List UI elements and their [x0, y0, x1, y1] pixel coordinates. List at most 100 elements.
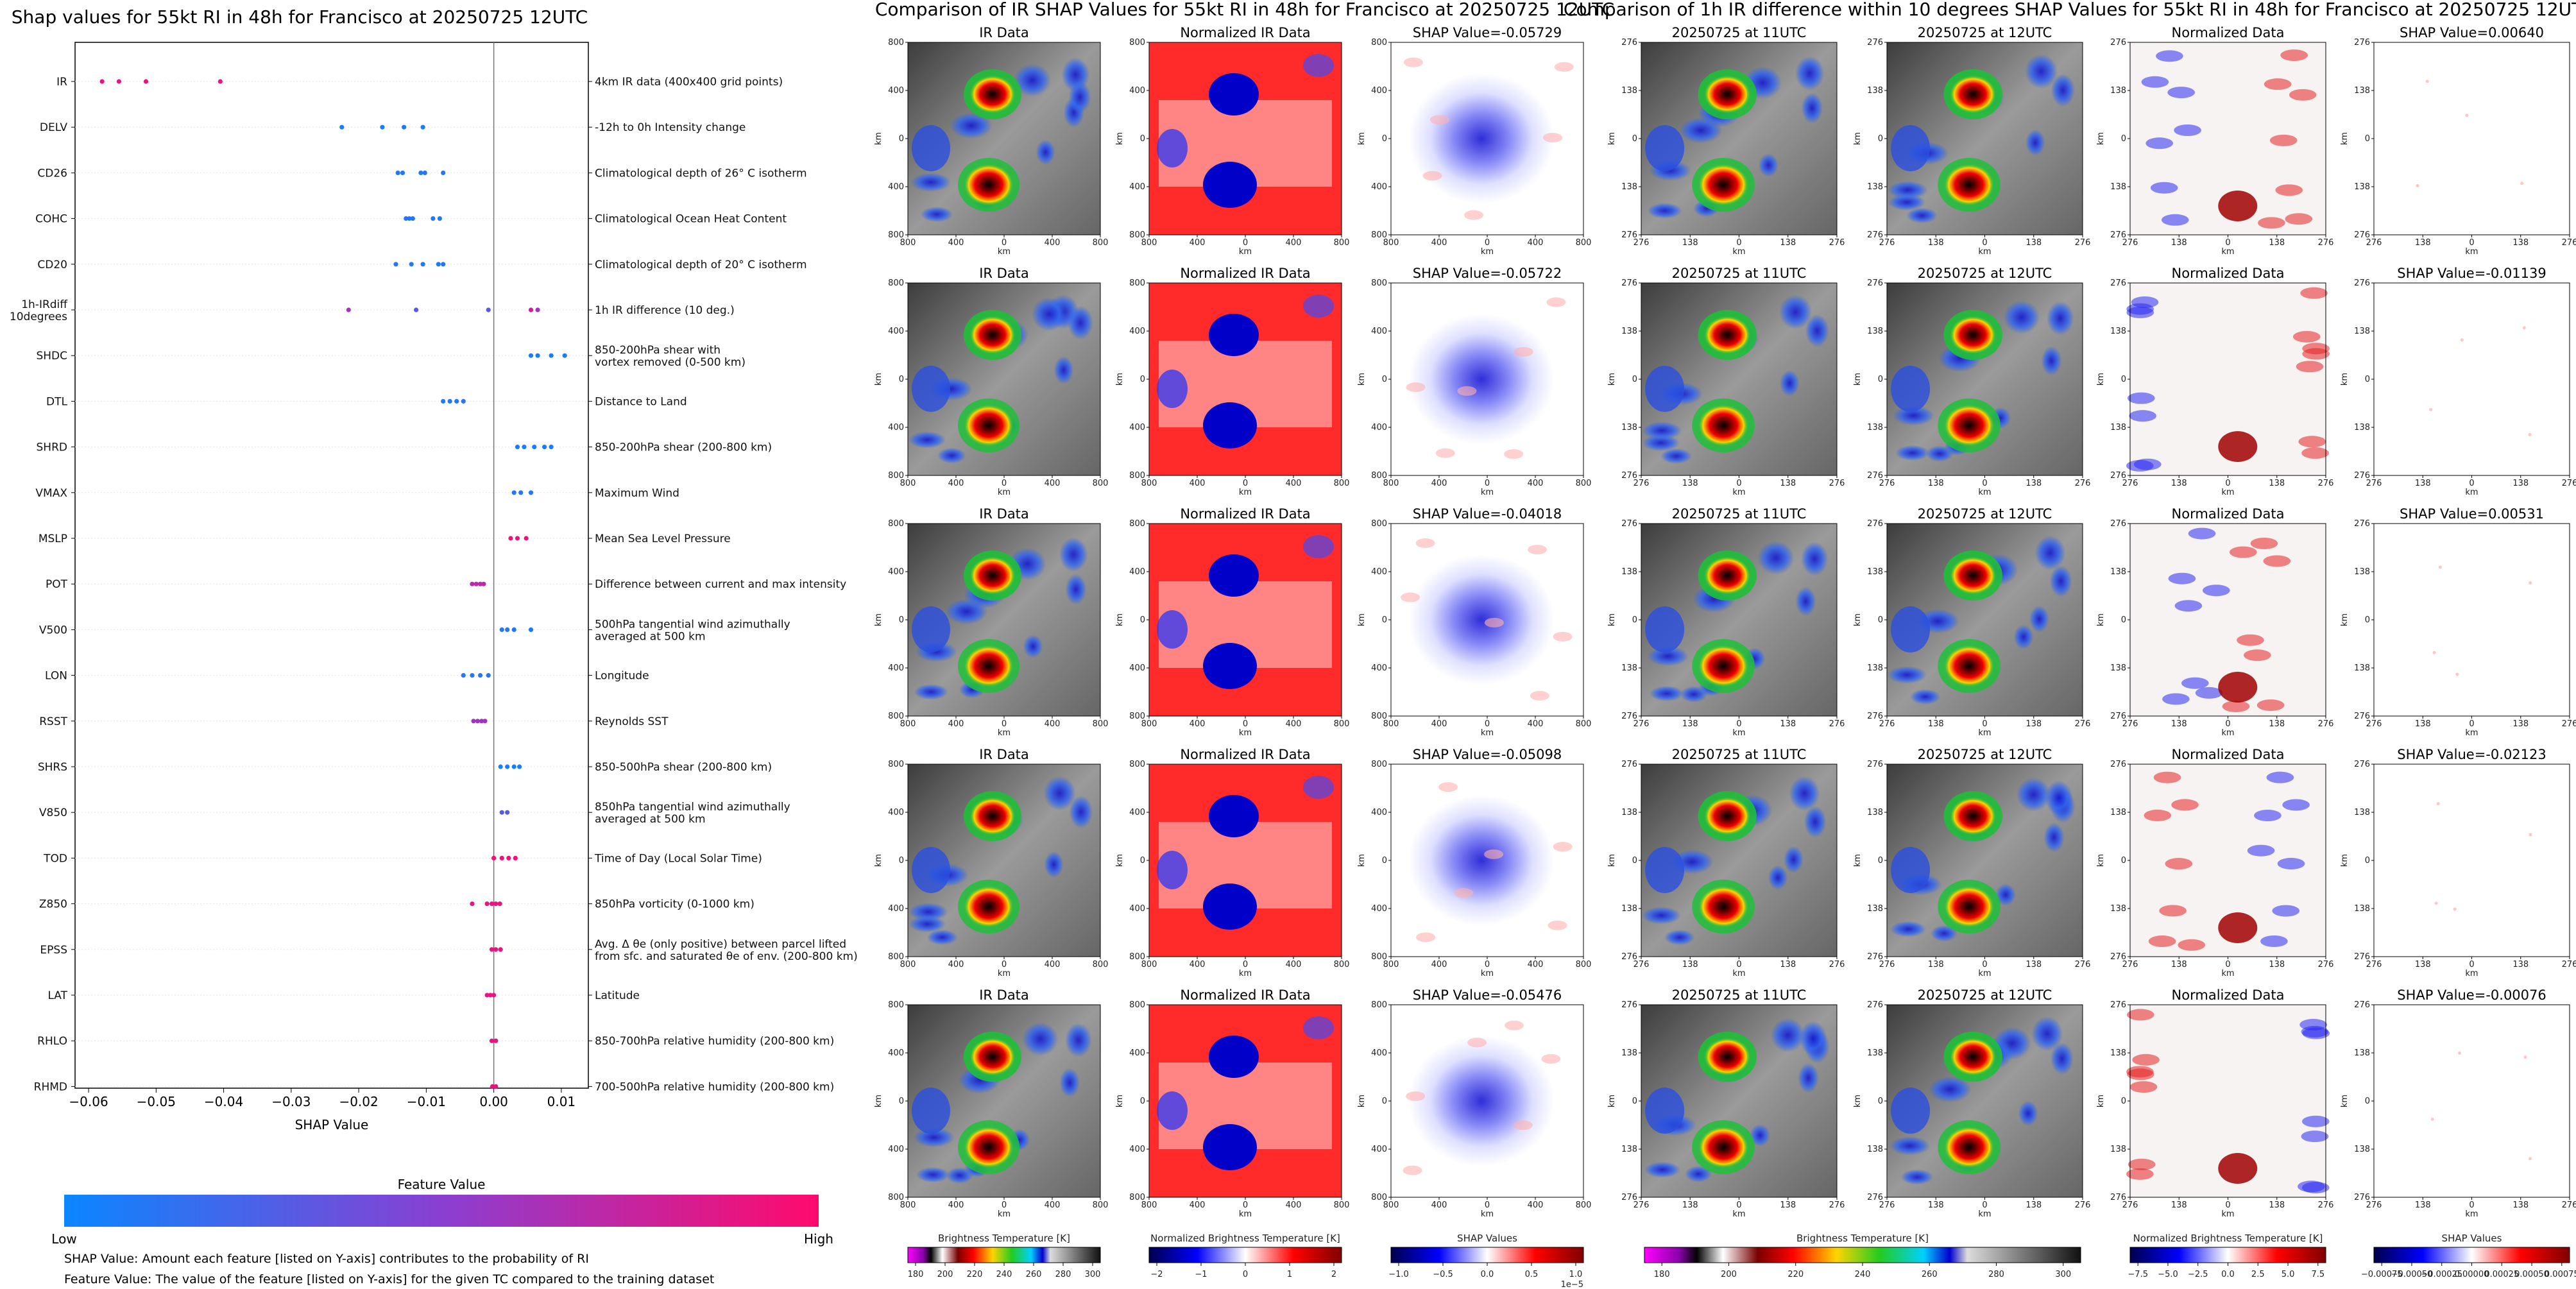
- feature-description: Longitude: [595, 670, 649, 683]
- colorbar-tick-label: 240: [1855, 1270, 1871, 1279]
- diff-shap-speck: [2529, 1157, 2532, 1161]
- y-tick-label: 138: [2354, 86, 2370, 96]
- y-tick-label: 800: [888, 1193, 904, 1202]
- colorbar: [2373, 1247, 2570, 1263]
- y-tick-label: 800: [1371, 1193, 1387, 1202]
- irdiff-panel: 20250725 at 12UTC27627613813800138138276…: [1853, 266, 2090, 497]
- shap-point: [461, 673, 466, 678]
- shap-positive-patch: [1548, 920, 1567, 930]
- y-axis-label: km: [1853, 1095, 1863, 1107]
- feature-label: SHRS: [38, 761, 67, 774]
- feature-description: Climatological depth of 26° C isotherm: [595, 167, 807, 180]
- y-tick-label: 800: [1371, 471, 1387, 481]
- panel-title: Normalized Data: [2172, 266, 2285, 281]
- y-tick-label: 400: [888, 808, 904, 817]
- diff-patch: [2202, 585, 2230, 597]
- feature-label: IR: [56, 76, 67, 89]
- x-tick-label: 276: [2075, 960, 2091, 969]
- shap-point: [518, 490, 524, 495]
- feature-label-line: SHDC: [36, 350, 67, 363]
- colorbar: [1390, 1247, 1584, 1263]
- cold-cloud: [1931, 925, 1958, 942]
- x-tick-label: 400: [1431, 479, 1447, 488]
- shap-point: [380, 124, 385, 130]
- cold-cloud: [1059, 1068, 1080, 1098]
- y-tick-label: 800: [1371, 712, 1387, 721]
- y-tick-label: 0: [1140, 615, 1145, 625]
- diff-shap-speck: [2428, 407, 2432, 411]
- x-tick-label: 800: [1141, 479, 1157, 488]
- storm-core: [1949, 556, 1997, 595]
- diff-patch: [2218, 431, 2258, 462]
- colorbar-tick-label: 180: [1654, 1270, 1670, 1279]
- shap-positive-patch: [1546, 297, 1566, 307]
- y-tick-label: 138: [1621, 86, 1637, 96]
- storm-core: [1943, 1126, 1995, 1168]
- diff-shap-speck: [2430, 1117, 2434, 1121]
- storm-core: [1943, 885, 1995, 928]
- diff-patch: [2277, 858, 2305, 870]
- feature-label: TOD: [43, 852, 67, 865]
- x-tick-label: 138: [1682, 238, 1698, 248]
- y-tick-label: 400: [1129, 86, 1145, 96]
- shap-point: [528, 490, 534, 495]
- shap-point: [490, 1084, 495, 1089]
- norm-cold-core: [1209, 795, 1259, 837]
- x-tick-label: 800: [1334, 960, 1350, 969]
- diff-patch: [2280, 49, 2308, 62]
- shap-point: [528, 627, 534, 633]
- y-axis-label: km: [1115, 1095, 1125, 1107]
- x-tick-label: 0: [1736, 1200, 1741, 1210]
- x-tick-label: 800: [1093, 479, 1109, 488]
- x-tick-label: 400: [1045, 1200, 1061, 1210]
- ir-comparison-title: Comparison of IR SHAP Values for 55kt RI…: [875, 0, 1614, 20]
- shap-positive-patch: [1415, 538, 1435, 549]
- cold-cloud: [1889, 1136, 1931, 1156]
- diff-patch: [2285, 213, 2313, 225]
- x-tick-label: −0.04: [204, 1094, 243, 1109]
- panel-title: 20250725 at 11UTC: [1672, 506, 1807, 522]
- irdiff-panel: 20250725 at 11UTC27627613813800138138276…: [1607, 266, 1845, 497]
- y-tick-label: 276: [1621, 278, 1637, 288]
- x-tick-label: 138: [2171, 960, 2187, 969]
- feature-label-line: V500: [39, 624, 67, 636]
- cold-cloud: [912, 366, 950, 412]
- x-tick-label: 800: [1141, 719, 1157, 729]
- y-tick-label: 138: [2354, 1048, 2370, 1058]
- cold-cloud: [1069, 796, 1093, 829]
- norm-cold-core: [1203, 162, 1257, 208]
- diff-shap-speck: [2523, 1055, 2527, 1059]
- colorbar-tick-label: 0.00050: [2514, 1270, 2549, 1279]
- panel-title: 20250725 at 11UTC: [1672, 747, 1807, 762]
- x-tick-label: 138: [1780, 719, 1796, 729]
- diff-patch: [2289, 89, 2317, 101]
- feature-description: 850hPa tangential wind azimuthally averag…: [595, 801, 790, 826]
- diff-patch: [2141, 76, 2169, 88]
- diff-shap-speck: [2520, 182, 2524, 185]
- x-tick-label: 138: [2171, 238, 2187, 248]
- diff-shap-speck: [2416, 184, 2419, 187]
- x-axis-label: km: [1481, 1209, 1494, 1219]
- y-tick-label: 800: [1371, 952, 1387, 962]
- x-tick-label: 0: [1243, 1200, 1248, 1210]
- feature-description: Difference between current and max inten…: [595, 578, 846, 591]
- colorbar: [1148, 1247, 1342, 1263]
- shap-point: [515, 536, 520, 541]
- feature-description: Latitude: [595, 989, 640, 1002]
- x-axis-label: km: [1481, 247, 1494, 257]
- x-tick-label: 138: [2026, 479, 2042, 488]
- cold-cloud: [2049, 565, 2072, 597]
- diff-patch: [2171, 799, 2199, 811]
- panel-title: IR Data: [979, 747, 1029, 762]
- diff-patch: [2301, 1115, 2330, 1127]
- shap-point: [481, 581, 486, 586]
- storm-core: [969, 75, 1016, 114]
- x-tick-label: 800: [1576, 960, 1592, 969]
- irdiff-panel: Normalized Data2762761381380013813827627…: [2096, 747, 2333, 978]
- x-tick-label: 400: [1286, 719, 1302, 729]
- y-tick-label: 800: [1129, 230, 1145, 240]
- y-tick-label: 276: [2110, 712, 2126, 721]
- y-tick-label: 0: [2365, 856, 2370, 866]
- x-tick-label: 276: [1879, 1200, 1895, 1210]
- irdiff-panel: 20250725 at 12UTC27627613813800138138276…: [1853, 747, 2090, 978]
